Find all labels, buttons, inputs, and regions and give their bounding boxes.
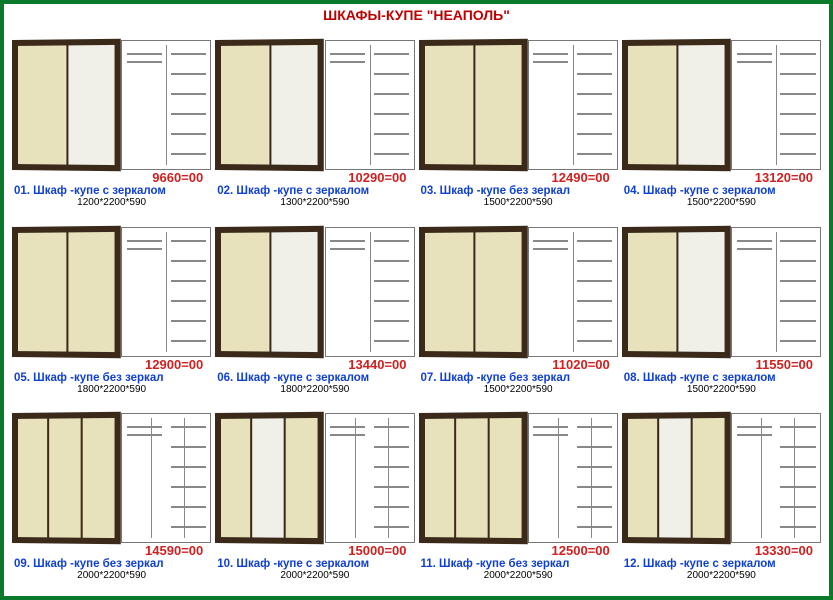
wardrobe-schema [528,413,618,543]
page-title: ШКАФЫ-КУПЕ "НЕАПОЛЬ" [4,4,829,26]
product-price: 15000=00 [215,543,414,558]
wardrobe-render [622,412,731,544]
product-dimensions: 1500*2200*590 [419,197,618,208]
product-cell: 11550=0008. Шкаф -купе с зеркалом1500*22… [622,212,821,394]
product-label: 12. Шкаф -купе с зеркалом [622,558,821,570]
product-grid: 9660=0001. Шкаф -купе с зеркалом1200*220… [4,26,829,589]
wardrobe-render [215,412,324,544]
wardrobe-render [622,225,731,357]
product-label: 06. Шкаф -купе с зеркалом [215,372,414,384]
product-label: 02. Шкаф -купе с зеркалом [215,185,414,197]
product-label: 04. Шкаф -купе с зеркалом [622,185,821,197]
product-label: 09. Шкаф -купе без зеркал [12,558,211,570]
product-dimensions: 2000*2200*590 [622,570,821,581]
wardrobe-schema [325,413,415,543]
product-cell: 10290=0002. Шкаф -купе с зеркалом1300*22… [215,26,414,208]
wardrobe-schema [731,413,821,543]
product-dimensions: 1500*2200*590 [622,197,821,208]
product-label: 11. Шкаф -купе без зеркал [419,558,618,570]
product-cell: 12490=0003. Шкаф -купе без зеркал1500*22… [419,26,618,208]
wardrobe-schema [731,40,821,170]
product-price: 10290=00 [215,170,414,185]
product-label: 05. Шкаф -купе без зеркал [12,372,211,384]
product-cell: 11020=0007. Шкаф -купе без зеркал1500*22… [419,212,618,394]
product-price: 12900=00 [12,357,211,372]
wardrobe-render [419,225,528,357]
product-dimensions: 2000*2200*590 [215,570,414,581]
product-cell: 13330=0012. Шкаф -купе с зеркалом2000*22… [622,399,821,581]
wardrobe-render [12,225,121,357]
product-dimensions: 1500*2200*590 [622,384,821,395]
product-price: 11550=00 [622,357,821,372]
wardrobe-schema [325,227,415,357]
product-dimensions: 1800*2200*590 [12,384,211,395]
product-cell: 12900=0005. Шкаф -купе без зеркал1800*22… [12,212,211,394]
product-label: 03. Шкаф -купе без зеркал [419,185,618,197]
wardrobe-render [215,39,324,171]
wardrobe-render [215,225,324,357]
wardrobe-schema [528,40,618,170]
product-label: 10. Шкаф -купе с зеркалом [215,558,414,570]
wardrobe-schema [121,40,211,170]
product-price: 13440=00 [215,357,414,372]
product-cell: 15000=0010. Шкаф -купе с зеркалом2000*22… [215,399,414,581]
wardrobe-schema [121,227,211,357]
wardrobe-render [419,412,528,544]
product-label: 07. Шкаф -купе без зеркал [419,372,618,384]
wardrobe-render [622,39,731,171]
wardrobe-schema [731,227,821,357]
wardrobe-render [12,412,121,544]
product-cell: 12500=0011. Шкаф -купе без зеркал2000*22… [419,399,618,581]
wardrobe-render [419,39,528,171]
product-cell: 13120=0004. Шкаф -купе с зеркалом1500*22… [622,26,821,208]
product-price: 9660=00 [12,170,211,185]
product-dimensions: 2000*2200*590 [12,570,211,581]
product-dimensions: 1500*2200*590 [419,384,618,395]
product-price: 12490=00 [419,170,618,185]
product-price: 14590=00 [12,543,211,558]
product-price: 13330=00 [622,543,821,558]
wardrobe-schema [528,227,618,357]
product-price: 11020=00 [419,357,618,372]
product-cell: 9660=0001. Шкаф -купе с зеркалом1200*220… [12,26,211,208]
product-cell: 13440=0006. Шкаф -купе с зеркалом1800*22… [215,212,414,394]
product-cell: 14590=0009. Шкаф -купе без зеркал2000*22… [12,399,211,581]
product-label: 01. Шкаф -купе с зеркалом [12,185,211,197]
product-label: 08. Шкаф -купе с зеркалом [622,372,821,384]
wardrobe-render [12,39,121,171]
wardrobe-schema [325,40,415,170]
product-dimensions: 1800*2200*590 [215,384,414,395]
product-dimensions: 1300*2200*590 [215,197,414,208]
product-dimensions: 2000*2200*590 [419,570,618,581]
product-price: 13120=00 [622,170,821,185]
wardrobe-schema [121,413,211,543]
product-dimensions: 1200*2200*590 [12,197,211,208]
product-price: 12500=00 [419,543,618,558]
